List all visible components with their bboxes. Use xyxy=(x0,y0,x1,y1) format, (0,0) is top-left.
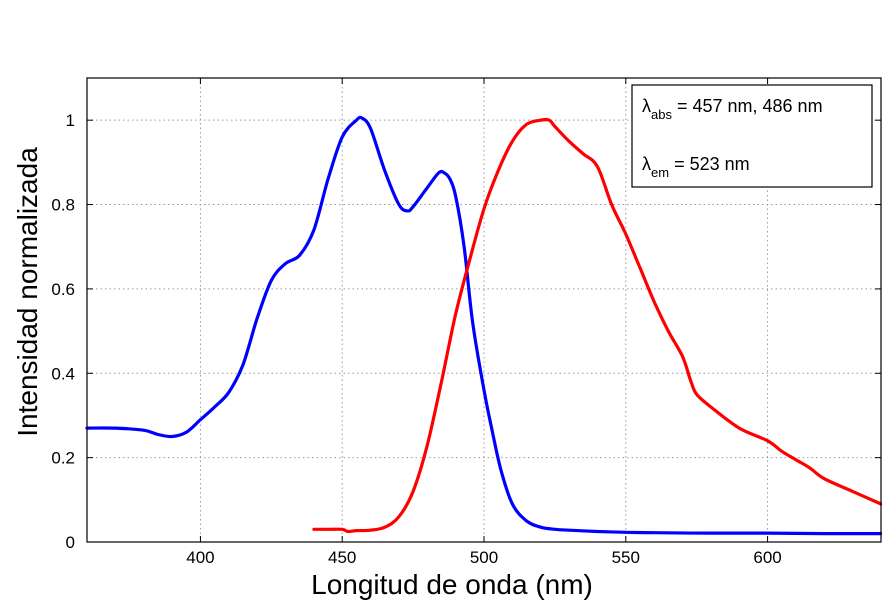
lambda-symbol: λ xyxy=(642,154,651,174)
y-tick-label: 0.6 xyxy=(51,280,75,299)
x-tick-label: 400 xyxy=(186,548,214,567)
y-tick-label: 0.2 xyxy=(51,449,75,468)
emission-value: = 523 nm xyxy=(669,154,750,174)
legend-box xyxy=(631,84,873,188)
lambda-sub-abs: abs xyxy=(651,107,672,122)
legend: λabs = 457 nm, 486 nm λem = 523 nm xyxy=(631,84,873,188)
tick-marks xyxy=(87,78,881,543)
lambda-symbol: λ xyxy=(642,96,651,116)
absorption-values: = 457 nm, 486 nm xyxy=(672,96,823,116)
y-tick-label: 0.8 xyxy=(51,196,75,215)
y-tick-label: 0.4 xyxy=(51,364,75,383)
legend-line-absorption: λabs = 457 nm, 486 nm xyxy=(642,96,823,122)
y-tick-label: 1 xyxy=(66,111,75,130)
y-axis-label: Intensidad normalizada xyxy=(12,147,43,437)
y-tick-label: 0 xyxy=(66,533,75,552)
x-tick-label: 550 xyxy=(612,548,640,567)
lambda-sub-em: em xyxy=(651,165,669,180)
x-tick-label: 600 xyxy=(753,548,781,567)
series-layer xyxy=(85,115,882,536)
emission-series-line xyxy=(312,117,882,534)
absorption-series-line xyxy=(85,115,882,536)
legend-line-emission: λem = 523 nm xyxy=(642,154,750,180)
x-tick-label: 450 xyxy=(328,548,356,567)
x-tick-label: 500 xyxy=(470,548,498,567)
x-axis-label: Longitud de onda (nm) xyxy=(311,569,593,600)
tick-labels: 400 450 500 550 600 0 0.2 0.4 0.6 0.8 1 xyxy=(51,111,781,567)
